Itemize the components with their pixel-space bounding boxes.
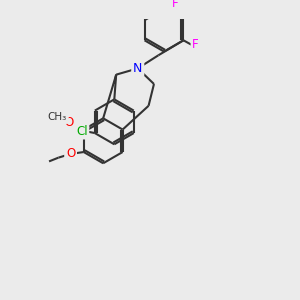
Text: O: O [64,116,74,129]
Text: O: O [66,147,75,161]
Text: F: F [192,38,199,52]
Text: Cl: Cl [76,125,88,138]
Text: F: F [172,0,178,10]
Text: CH₃: CH₃ [48,112,67,122]
Text: N: N [133,62,142,75]
